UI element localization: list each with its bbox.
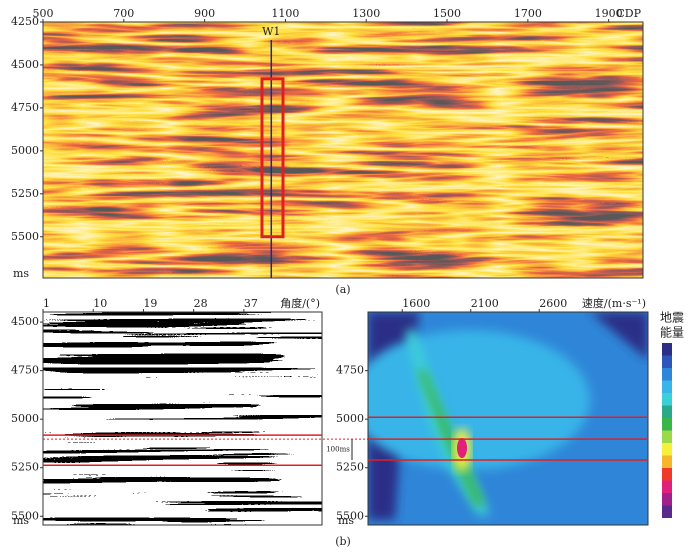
seismic-image: [43, 22, 643, 278]
gather-image: [43, 312, 322, 525]
y-axis-label: ms: [338, 514, 354, 527]
x-tick-label: 1600: [402, 297, 430, 310]
colorbar-swatch: [662, 468, 672, 481]
y-tick-label: 5500: [11, 230, 39, 243]
colorbar-label: 地震: [660, 311, 684, 325]
velocity-image: [368, 312, 648, 525]
colorbar-swatch: [662, 393, 672, 406]
x-tick-label: 2100: [471, 297, 499, 310]
x-tick-label: 1100: [271, 7, 299, 20]
colorbar-swatch: [662, 355, 672, 368]
x-axis-label: CDP: [616, 7, 641, 20]
colorbar-swatch: [662, 418, 672, 431]
y-tick-label: 5000: [11, 144, 39, 157]
x-tick-label: 2600: [539, 297, 567, 310]
x-tick-label: 1500: [433, 7, 461, 20]
x-tick-label: 10: [93, 297, 107, 310]
colorbar-swatch: [662, 430, 672, 443]
panel-frame: [42, 311, 323, 526]
y-tick-label: 5500: [11, 509, 39, 522]
colorbar-swatch: [662, 343, 672, 356]
y-tick-label: 4750: [11, 364, 39, 377]
x-tick-label: 1900: [595, 7, 623, 20]
y-tick-label: 4500: [11, 315, 39, 328]
well-label: W1: [262, 25, 280, 38]
colorbar-label: 能量: [660, 326, 684, 340]
y-axis-label: ms: [13, 267, 29, 280]
x-axis-label: 速度/(m·s⁻¹): [582, 296, 646, 310]
caption: (b): [335, 535, 351, 548]
y-tick-label: 5250: [11, 187, 39, 200]
bracket-label: 100ms: [326, 446, 350, 454]
panel-frame: [42, 21, 644, 279]
x-axis-label: 角度/(°): [280, 296, 320, 310]
x-tick-label: 900: [194, 7, 215, 20]
x-tick-label: 1700: [514, 7, 542, 20]
x-tick-label: 19: [143, 297, 157, 310]
y-tick-label: 4750: [336, 364, 364, 377]
colorbar-swatch: [662, 505, 672, 518]
colorbar-swatch: [662, 443, 672, 456]
colorbar-swatch: [662, 368, 672, 381]
y-tick-label: 5000: [11, 412, 39, 425]
y-tick-label: 4250: [11, 15, 39, 28]
x-tick-label: 37: [244, 297, 258, 310]
x-tick-label: 1: [43, 297, 50, 310]
x-tick-label: 700: [113, 7, 134, 20]
x-tick-label: 1300: [352, 7, 380, 20]
colorbar-swatch: [662, 405, 672, 418]
y-tick-label: 4750: [11, 101, 39, 114]
colorbar-swatch: [662, 380, 672, 393]
y-axis-label: ms: [13, 514, 29, 527]
target-box: [260, 77, 285, 239]
colorbar-swatch: [662, 480, 672, 493]
x-tick-label: 28: [194, 297, 208, 310]
colorbar-swatch: [662, 455, 672, 468]
panel-frame: [367, 311, 649, 526]
y-tick-label: 5500: [336, 509, 364, 522]
x-tick-label: 500: [33, 7, 54, 20]
caption: (a): [335, 283, 350, 296]
y-tick-label: 5250: [11, 461, 39, 474]
y-tick-label: 5250: [336, 461, 364, 474]
y-tick-label: 4500: [11, 58, 39, 71]
y-tick-label: 5000: [336, 412, 364, 425]
colorbar-swatch: [662, 493, 672, 506]
